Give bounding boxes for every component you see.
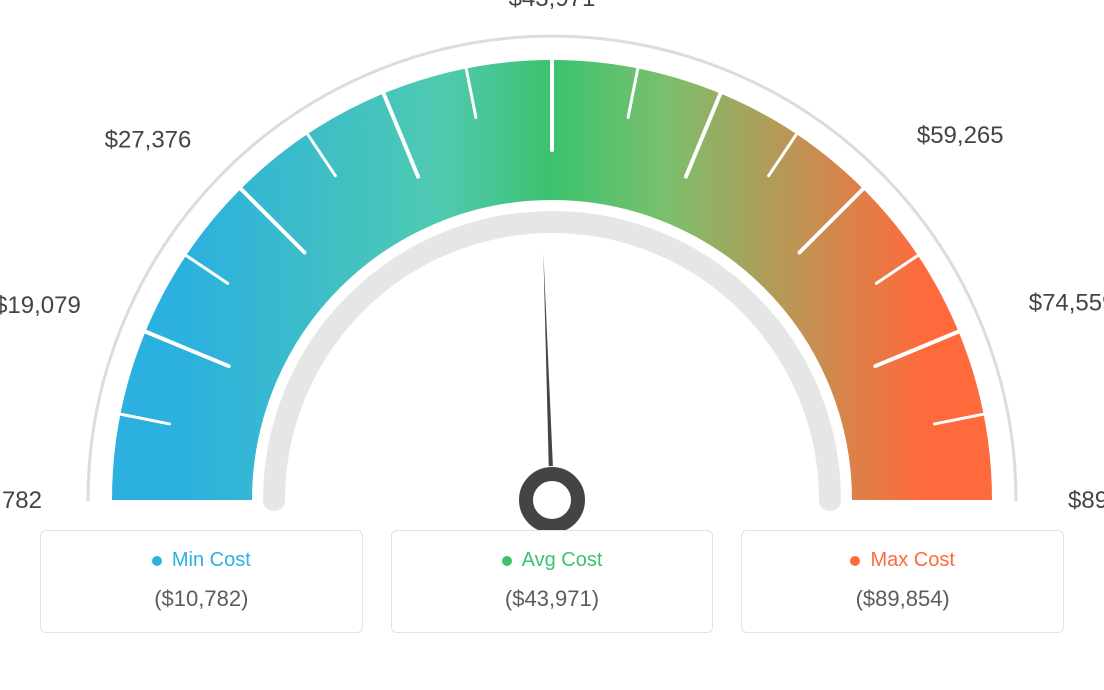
legend-label: Avg Cost: [522, 549, 603, 572]
legend-row: Min Cost ($10,782) Avg Cost ($43,971) Ma…: [0, 530, 1104, 633]
svg-text:$27,376: $27,376: [105, 126, 192, 153]
legend-value: ($43,971): [404, 586, 701, 612]
legend-label: Max Cost: [870, 549, 954, 572]
svg-text:$43,971: $43,971: [509, 0, 596, 12]
svg-text:$10,782: $10,782: [0, 487, 42, 514]
dot-icon: [152, 556, 162, 566]
legend-title-avg: Avg Cost: [502, 549, 603, 572]
legend-title-min: Min Cost: [152, 549, 251, 572]
svg-text:$59,265: $59,265: [917, 122, 1004, 149]
legend-value: ($10,782): [53, 586, 350, 612]
dot-icon: [850, 556, 860, 566]
legend-card-avg: Avg Cost ($43,971): [391, 530, 714, 633]
gauge-svg: $10,782 $19,079 $27,376 $43,971 $59,265 $74,5…: [0, 0, 1104, 530]
legend-title-max: Max Cost: [850, 549, 954, 572]
legend-value: ($89,854): [754, 586, 1051, 612]
svg-text:$89,854: $89,854: [1068, 487, 1104, 514]
svg-text:$74,559: $74,559: [1029, 290, 1104, 317]
legend-label: Min Cost: [172, 549, 251, 572]
legend-card-min: Min Cost ($10,782): [40, 530, 363, 633]
gauge-chart: $10,782 $19,079 $27,376 $43,971 $59,265 $74,5…: [0, 0, 1104, 530]
svg-text:$19,079: $19,079: [0, 292, 81, 319]
dot-icon: [502, 556, 512, 566]
legend-card-max: Max Cost ($89,854): [741, 530, 1064, 633]
